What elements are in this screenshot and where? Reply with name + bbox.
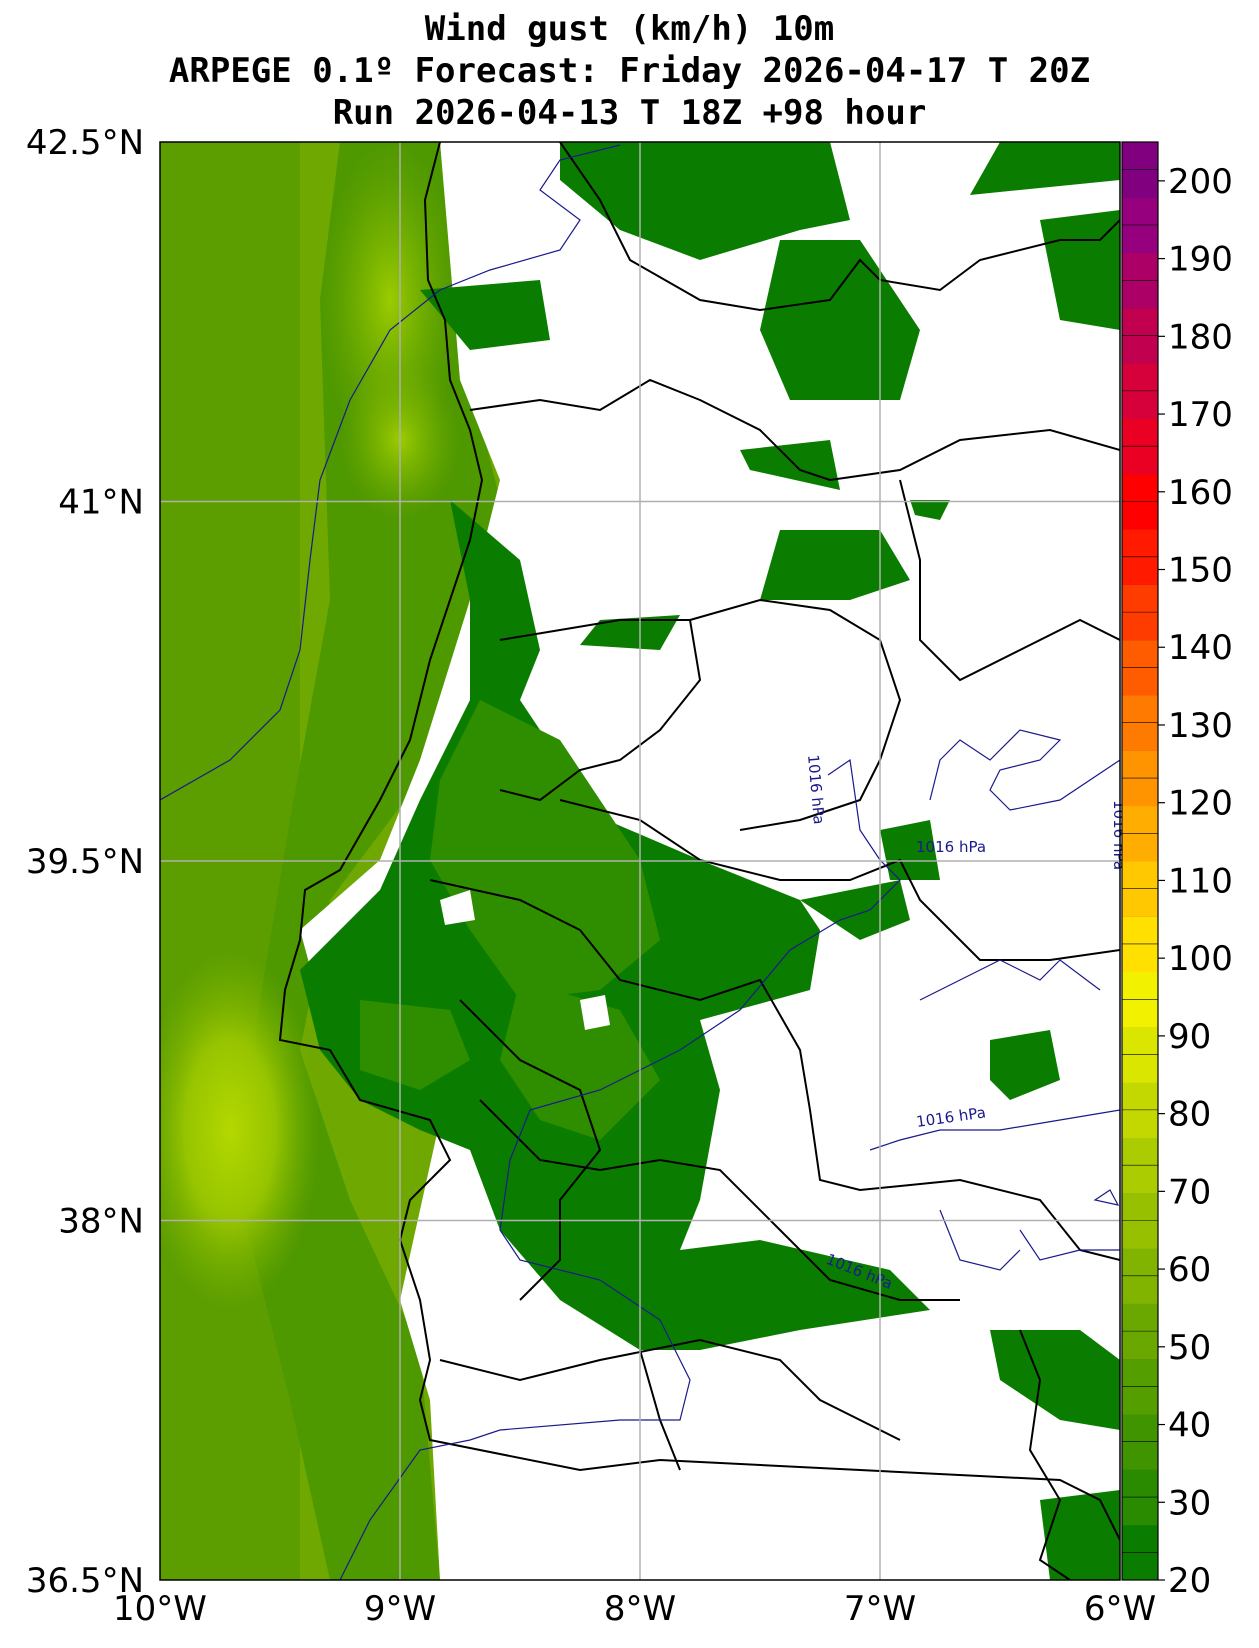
colorbar-label: 200: [1168, 162, 1233, 202]
colorbar-segment: [1122, 695, 1158, 724]
lat-tick-label: 42.5°N: [26, 123, 144, 163]
isobars: [160, 144, 1120, 1580]
title-line-variable: Wind gust (km/h) 10m: [424, 9, 835, 49]
colorbar-label: 160: [1168, 473, 1233, 513]
colorbar-segment: [1122, 1220, 1158, 1249]
colorbar-segment: [1122, 1303, 1158, 1332]
colorbar-label: 40: [1168, 1406, 1211, 1446]
colorbar-label: 190: [1168, 240, 1233, 280]
colorbar-segment: [1122, 529, 1158, 558]
colorbar-segment: [1122, 999, 1158, 1028]
colorbar: 20 30 40 50 60 70 80 90 100 110 120 130 140 150 160 170…: [1121, 141, 1233, 1601]
colorbar-label: 170: [1168, 395, 1233, 435]
colorbar-segment: [1122, 1275, 1158, 1304]
colorbar-segment: [1122, 722, 1158, 751]
colorbar-segment: [1122, 1524, 1158, 1553]
colorbar-segment: [1122, 390, 1158, 420]
colorbar-segment: [1122, 1331, 1158, 1360]
title-line-run: Run 2026-04-13 T 18Z +98 hour: [332, 93, 927, 133]
axis-ticks: 10°W 9°W 8°W 7°W 6°W 42.5°N 41°N 39.5°N 38°N 36.5…: [26, 123, 1156, 1629]
colorbar-segment: [1122, 612, 1158, 641]
colorbar-segment: [1122, 805, 1158, 834]
colorbar-segment: [1122, 197, 1158, 226]
colorbar-segment: [1122, 446, 1158, 475]
land-gust-patches-lighter: [360, 700, 660, 1140]
colorbar-segment: [1122, 1026, 1158, 1056]
colorbar-segment: [1122, 1386, 1158, 1415]
land-gust-holes: [440, 890, 610, 1030]
colorbar-label: 20: [1168, 1561, 1211, 1601]
colorbar-segment: [1122, 418, 1158, 447]
colorbar-segment: [1122, 667, 1158, 696]
lat-tick-label: 38°N: [58, 1202, 144, 1242]
colorbar-label: 100: [1168, 939, 1233, 979]
colorbar-segment: [1122, 1552, 1158, 1581]
colorbar-label: 70: [1168, 1172, 1211, 1212]
colorbar-segment: [1122, 1054, 1158, 1083]
colorbar-segment: [1122, 971, 1158, 1000]
isobar-label: 1016 hPa: [916, 838, 986, 856]
colorbar-segment: [1122, 473, 1158, 502]
colorbar-segment: [1122, 833, 1158, 862]
title-line-forecast: ARPEGE 0.1º Forecast: Friday 2026-04-17 …: [168, 51, 1091, 91]
colorbar-segment: [1122, 1497, 1158, 1526]
colorbar-segment: [1122, 1469, 1158, 1498]
colorbar-label: 130: [1168, 706, 1233, 746]
map-area: [160, 142, 1120, 1580]
colorbar-segment: [1122, 252, 1158, 281]
lon-tick-label: 9°W: [364, 1589, 436, 1629]
colorbar-segment: [1122, 1248, 1158, 1277]
colorbar-segment: [1122, 1137, 1158, 1166]
colorbar-segment: [1122, 778, 1158, 807]
colorbar-segment: [1122, 1082, 1158, 1111]
colorbar-label: 60: [1168, 1250, 1211, 1290]
colorbar-segment: [1122, 943, 1158, 973]
borders: [278, 142, 1120, 1580]
colorbar-segment: [1122, 916, 1158, 945]
lon-tick-label: 6°W: [1084, 1589, 1156, 1629]
colorbar-segment: [1122, 750, 1158, 779]
colorbar-segment: [1122, 1358, 1158, 1387]
map-frame: [159, 141, 1121, 1581]
colorbar-label: 150: [1168, 551, 1233, 591]
lon-tick-label: 8°W: [604, 1589, 676, 1629]
colorbar-segment: [1122, 142, 1158, 171]
colorbar-label: 110: [1168, 861, 1233, 901]
colorbar-label: 80: [1168, 1095, 1211, 1135]
colorbar-segment: [1122, 888, 1158, 917]
colorbar-segment: [1122, 861, 1158, 890]
colorbar-segment: [1122, 639, 1158, 668]
lat-tick-label: 39.5°N: [26, 842, 144, 882]
lat-tick-label: 41°N: [58, 483, 144, 523]
chart-title: Wind gust (km/h) 10m ARPEGE 0.1º Forecas…: [0, 8, 1259, 134]
lat-tick-label: 36.5°N: [26, 1561, 144, 1601]
colorbar-label: 30: [1168, 1483, 1211, 1523]
colorbar-label: 180: [1168, 317, 1233, 357]
colorbar-segment: [1122, 169, 1158, 198]
colorbar-segment: [1122, 1192, 1158, 1221]
lon-tick-label: 7°W: [844, 1589, 916, 1629]
colorbar-segment: [1122, 1165, 1158, 1194]
colorbar-frame: [1121, 141, 1159, 1581]
colorbar-segment: [1122, 224, 1158, 254]
colorbar-segment: [1122, 307, 1158, 337]
colorbar-segment: [1122, 1109, 1158, 1139]
colorbar-segment: [1122, 501, 1158, 530]
colorbar-segment: [1122, 335, 1158, 364]
colorbar-segment: [1122, 363, 1158, 392]
sea-high-gust-south: [160, 950, 320, 1310]
colorbar-label: 140: [1168, 628, 1233, 668]
colorbar-segment: [1122, 1414, 1158, 1443]
colorbar-segment: [1122, 280, 1158, 309]
colorbar-segment: [1122, 584, 1158, 613]
graticule: [160, 142, 1120, 1580]
colorbar-segment: [1122, 556, 1158, 585]
lon-tick-label: 10°W: [113, 1589, 207, 1629]
colorbar-segment: [1122, 1441, 1158, 1470]
colorbar-label: 50: [1168, 1328, 1211, 1368]
colorbar-label: 120: [1168, 784, 1233, 824]
colorbar-label: 90: [1168, 1017, 1211, 1057]
